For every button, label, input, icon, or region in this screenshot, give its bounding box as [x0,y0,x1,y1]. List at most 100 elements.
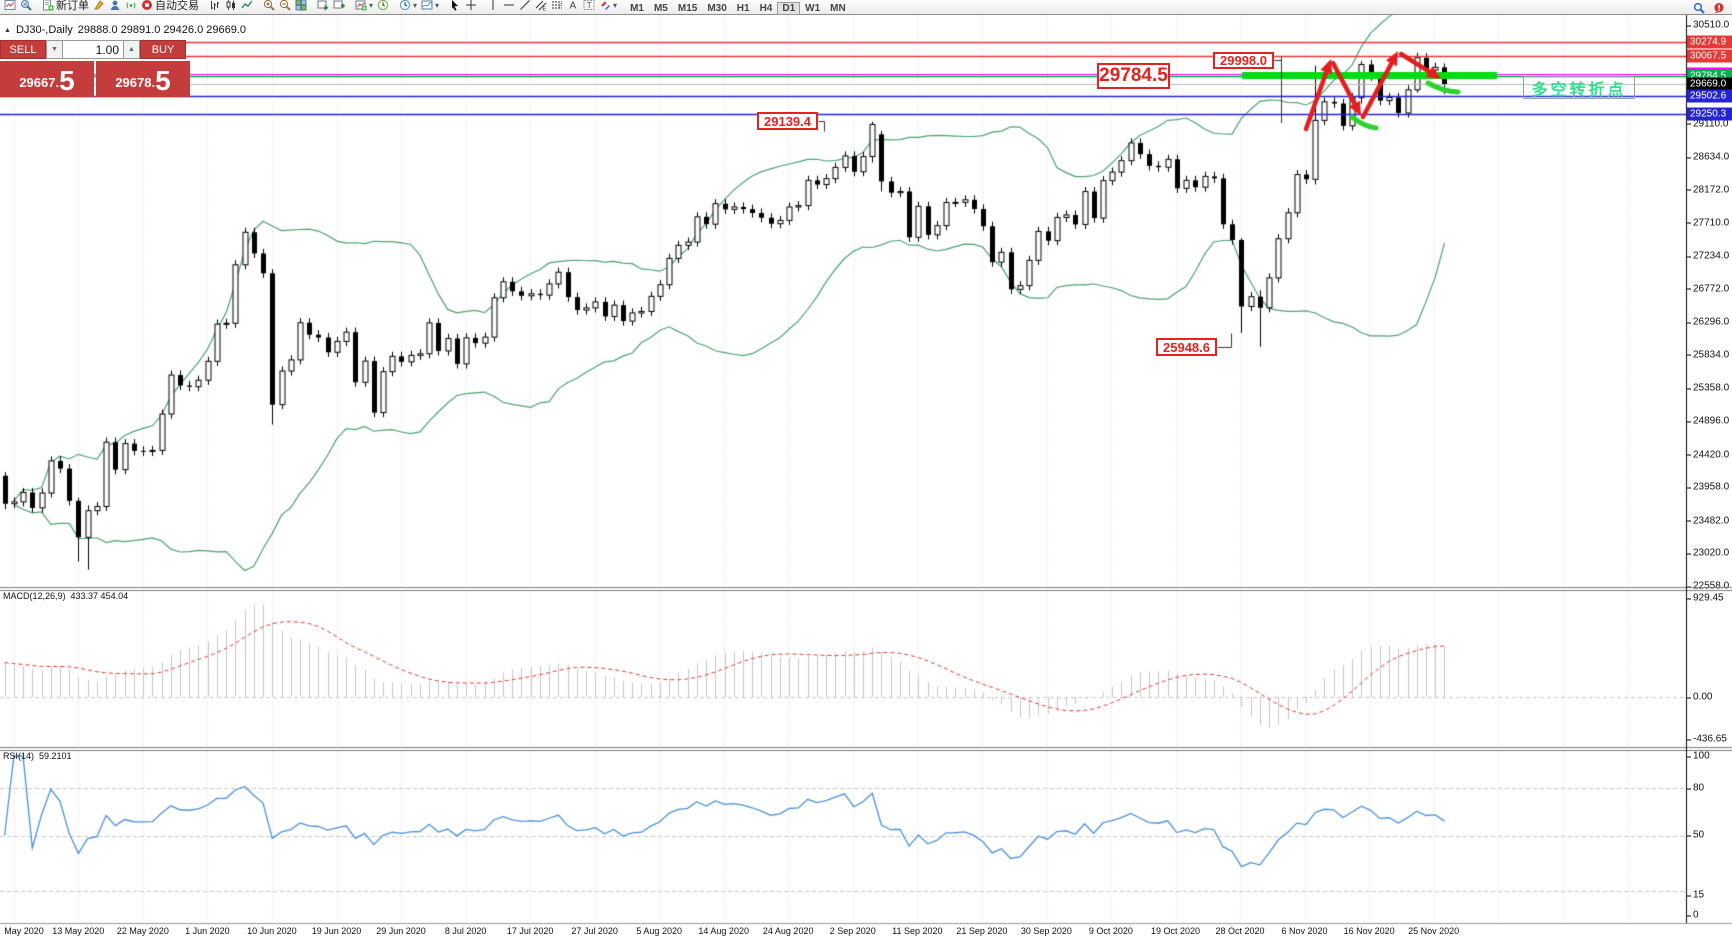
date-label: 19 Oct 2020 [1150,926,1201,936]
sell-button[interactable]: SELL [0,40,46,59]
date-label: 9 Oct 2020 [1088,926,1133,936]
chevron-down-icon: ▾ [613,0,618,10]
vline-icon[interactable] [485,0,501,12]
chart-window-icon[interactable] [2,0,18,12]
svg-text:A: A [570,1,577,12]
chat-icon[interactable] [1711,1,1727,14]
timeframe-m1-button[interactable]: M1 [630,3,644,15]
chart-line-icon[interactable] [239,0,255,12]
arrows-tool-icon[interactable]: ▾ [597,0,619,12]
date-label: 17 Jul 2020 [506,926,554,936]
date-label: 14 Aug 2020 [698,926,749,936]
buy-price[interactable]: 29678. 5 [96,61,190,97]
chart-candles-icon[interactable] [223,0,239,12]
hline-icon[interactable] [501,0,517,12]
buy-button[interactable]: BUY [140,40,186,59]
channel-icon[interactable]: E [533,0,549,12]
panel-separator[interactable] [0,584,1732,592]
price-callout-label[interactable]: 25948.6 [1156,338,1217,356]
styler-icon[interactable] [91,0,107,12]
ohlc-values: 29888.0 29891.0 29426.0 29669.0 [77,24,247,36]
date-label: 19 Jun 2020 [311,926,362,936]
profile-icon[interactable] [107,0,123,12]
sell-price-main: 29667. [19,75,60,90]
autotrading-label: 自动交易 [155,0,199,13]
date-label: 29 Jun 2020 [376,926,426,936]
crosshair-icon[interactable] [463,0,479,12]
chevron-down-icon: ▾ [413,0,418,10]
macd-values: 433.37 454.04 [70,591,129,601]
date-label: 13 May 2020 [52,926,105,936]
date-label: 1 Jun 2020 [185,926,230,936]
price-callout-label[interactable]: 29998.0 [1213,52,1274,69]
market-watch-icon[interactable] [18,0,34,12]
trendline-icon[interactable] [517,0,533,12]
date-label: May 2020 [4,926,44,936]
symbol-period-label: DJ30-,Daily [15,24,73,36]
date-label: 2 Sep 2020 [829,926,876,936]
timeframe-m30-button[interactable]: M30 [707,3,727,15]
symbol-marker-icon: ▲ [4,26,11,34]
macd-name: MACD(12,26,9) [3,591,66,601]
timeframe-h1-button[interactable]: H1 [736,3,750,15]
timeframe-h4-button[interactable]: H4 [759,3,773,15]
buy-price-main: 29678. [115,75,156,90]
date-label: 11 Sep 2020 [892,926,943,936]
arrange-a-icon[interactable] [315,0,331,12]
autotrading-button[interactable]: 自动交易 [139,0,201,12]
timeframe-m15-button[interactable]: M15 [677,3,698,15]
date-label: 5 Aug 2020 [636,926,682,936]
date-label: 27 Jul 2020 [571,926,618,936]
timeframe-mn-button[interactable]: MN [830,3,846,15]
volume-input[interactable] [63,40,123,59]
template-icon[interactable]: ▾ [419,0,441,12]
period-clock-icon[interactable]: ▾ [397,0,419,12]
panel-separator[interactable] [0,744,1732,752]
rsi-value: 59.2101 [39,751,72,761]
chart-bars-icon[interactable] [207,0,223,12]
zoom-out-icon[interactable] [277,0,293,12]
signal-icon[interactable] [123,0,139,12]
price-callout-label[interactable]: 29784.5 [1097,63,1170,89]
text-a-icon[interactable]: A [565,0,581,12]
toolbar-right-group [1691,1,1727,14]
date-label: 10 Jun 2020 [247,926,297,936]
toolbar-items: 新订单 自动交易 ▾ ▾ ▾ E F A T ▾ M1 M5 M15 M30 H1 H4 D1 W1 MN [2,0,851,16]
chevron-down-icon: ▾ [435,0,440,10]
timeframe-w1-button[interactable]: W1 [805,3,821,15]
search-icon[interactable] [1691,1,1707,14]
chevron-down-icon: ▾ [369,0,374,10]
rsi-indicator-label: RSI(14) 59.2101 [3,751,72,761]
sell-price-pips: 5 [59,65,75,96]
indicators-plus-icon[interactable]: ▾ [353,0,375,12]
text-label-icon[interactable]: T [581,0,597,12]
new-order-button[interactable]: 新订单 [40,0,91,12]
macd-indicator-label: MACD(12,26,9) 433.37 454.04 [3,591,128,601]
svg-text:T: T [587,1,592,10]
date-label: 6 Nov 2020 [1281,926,1328,936]
tile-windows-icon[interactable] [293,0,309,12]
one-click-trading-panel: SELL ▼ ▲ BUY 29667.5 29678.5 [0,40,190,97]
date-label: 21 Sep 2020 [956,926,1008,936]
volume-decrease-button[interactable]: ▼ [46,40,63,59]
fibo-icon[interactable]: F [549,0,565,12]
volume-increase-button[interactable]: ▲ [123,40,140,59]
arrange-b-icon[interactable] [331,0,347,12]
time-axis[interactable]: May 2020 13 May 2020 22 May 2020 1 Jun 2020… [0,924,1732,941]
toolbar: 新订单 自动交易 ▾ ▾ ▾ E F A T ▾ M1 M5 M15 M30 H1 H4 D1 W1 MN [0,0,1732,16]
date-label: 28 Oct 2020 [1215,926,1265,936]
timeframe-m5-button[interactable]: M5 [653,3,668,15]
note-text-box[interactable]: 多空转折点 [1523,76,1635,99]
zoom-in-icon[interactable] [261,0,277,12]
chart-title: ▲ DJ30-,Daily 29888.0 29891.0 29426.0 29… [4,24,246,36]
date-label: 16 Nov 2020 [1343,926,1395,936]
date-label: 22 May 2020 [116,926,169,936]
clock-icon[interactable] [375,0,391,12]
price-callout-label[interactable]: 29139.4 [757,112,818,130]
timeframe-d1-button[interactable]: D1 [777,2,801,16]
svg-text:E: E [543,7,547,12]
cursor-icon[interactable] [447,0,463,12]
sell-price[interactable]: 29667. 5 [0,61,94,97]
